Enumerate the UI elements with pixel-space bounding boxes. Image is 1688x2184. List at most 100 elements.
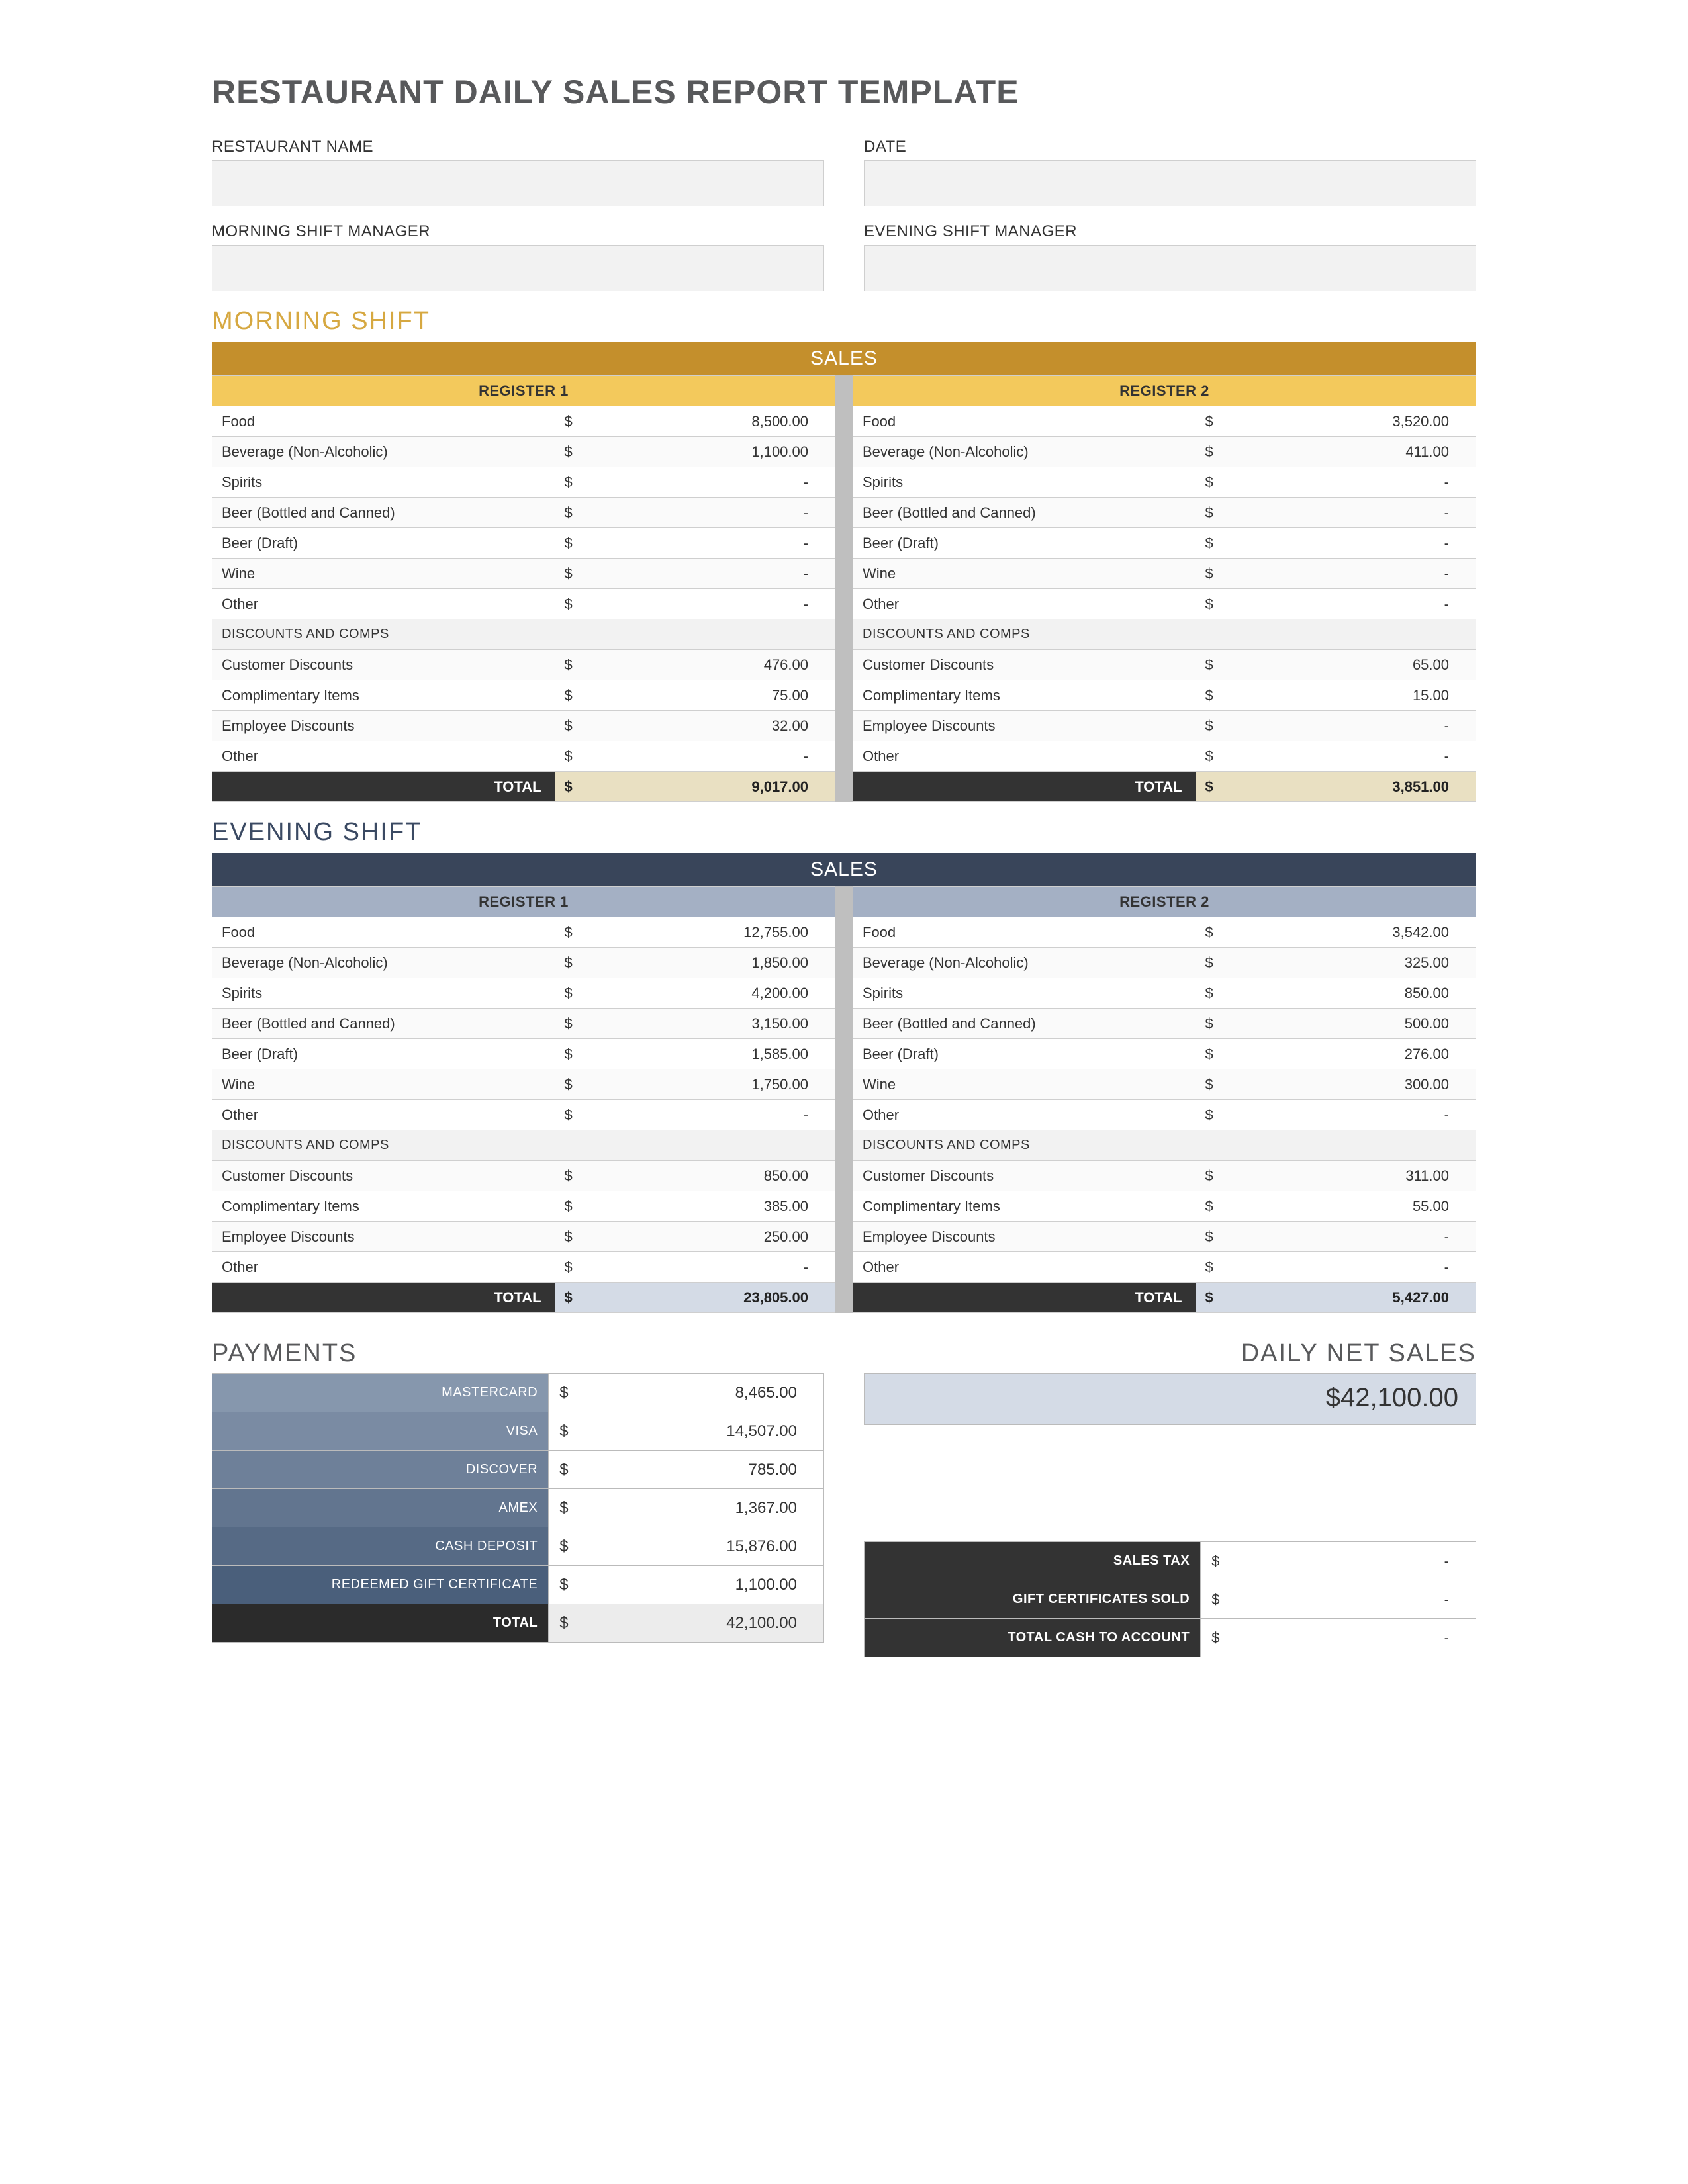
- register-gap: [835, 886, 853, 1313]
- table-row: Beer (Draft) $ -: [853, 528, 1476, 559]
- restaurant-name-label: RESTAURANT NAME: [212, 138, 824, 156]
- payment-row: DISCOVER $ 785.00: [212, 1451, 824, 1489]
- sales-category-label: Beer (Draft): [853, 528, 1196, 559]
- currency-symbol: $: [1201, 1580, 1237, 1619]
- sales-amount: 4,200.00: [592, 978, 835, 1009]
- register-total-row: TOTAL $ 9,017.00: [212, 772, 835, 802]
- sales-amount: -: [592, 1100, 835, 1130]
- currency-symbol: $: [1196, 498, 1233, 528]
- discount-category-label: Other: [853, 1252, 1196, 1283]
- evening-manager-input[interactable]: [864, 245, 1476, 291]
- payment-row: AMEX $ 1,367.00: [212, 1489, 824, 1527]
- currency-symbol: $: [1196, 948, 1233, 978]
- currency-symbol: $: [555, 917, 592, 948]
- register-total-row: TOTAL $ 5,427.00: [853, 1283, 1476, 1313]
- summary-row: TOTAL CASH TO ACCOUNT $ -: [865, 1619, 1476, 1657]
- total-label: TOTAL: [212, 1283, 555, 1313]
- sales-amount: -: [592, 498, 835, 528]
- register-total-amount: 3,851.00: [1233, 772, 1476, 802]
- register-header: REGISTER 1: [212, 376, 835, 406]
- table-row: Customer Discounts $ 476.00: [212, 650, 835, 680]
- table-row: Beverage (Non-Alcoholic) $ 1,850.00: [212, 948, 835, 978]
- payment-row: MASTERCARD $ 8,465.00: [212, 1374, 824, 1412]
- table-row: Complimentary Items $ 15.00: [853, 680, 1476, 711]
- sales-category-label: Wine: [853, 559, 1196, 589]
- header-row-1: RESTAURANT NAME DATE: [212, 138, 1476, 206]
- sales-amount: 411.00: [1233, 437, 1476, 467]
- morning-manager-input[interactable]: [212, 245, 824, 291]
- sales-amount: -: [592, 467, 835, 498]
- register-total-row: TOTAL $ 23,805.00: [212, 1283, 835, 1313]
- page-title: RESTAURANT DAILY SALES REPORT TEMPLATE: [212, 73, 1476, 111]
- discounts-heading-row: DISCOUNTS AND COMPS: [853, 1130, 1476, 1161]
- restaurant-name-input[interactable]: [212, 160, 824, 206]
- currency-symbol: $: [555, 1222, 592, 1252]
- sales-category-label: Food: [853, 917, 1196, 948]
- morning-shift-title: MORNING SHIFT: [212, 307, 1476, 336]
- register-header: REGISTER 1: [212, 887, 835, 917]
- date-input[interactable]: [864, 160, 1476, 206]
- table-row: Employee Discounts $ 32.00: [212, 711, 835, 741]
- table-row: Complimentary Items $ 55.00: [853, 1191, 1476, 1222]
- table-row: Beer (Draft) $ 276.00: [853, 1039, 1476, 1069]
- sales-amount: 325.00: [1233, 948, 1476, 978]
- discount-category-label: Employee Discounts: [212, 1222, 555, 1252]
- sales-amount: -: [1233, 528, 1476, 559]
- register-gap: [835, 375, 853, 802]
- sales-amount: 12,755.00: [592, 917, 835, 948]
- currency-symbol: $: [555, 680, 592, 711]
- table-row: Wine $ -: [853, 559, 1476, 589]
- discount-category-label: Customer Discounts: [212, 650, 555, 680]
- discount-category-label: Complimentary Items: [212, 1191, 555, 1222]
- currency-symbol: $: [555, 498, 592, 528]
- table-row: Other $ -: [212, 741, 835, 772]
- payment-label: MASTERCARD: [212, 1374, 549, 1412]
- currency-symbol: $: [555, 1009, 592, 1039]
- payment-row: CASH DEPOSIT $ 15,876.00: [212, 1527, 824, 1566]
- currency-symbol: $: [1196, 406, 1233, 437]
- summary-amount: -: [1237, 1619, 1476, 1657]
- currency-symbol: $: [555, 467, 592, 498]
- currency-symbol: $: [1196, 589, 1233, 619]
- discounts-heading-row: DISCOUNTS AND COMPS: [212, 619, 835, 650]
- discount-amount: -: [1233, 711, 1476, 741]
- sales-category-label: Food: [212, 917, 555, 948]
- discount-amount: 15.00: [1233, 680, 1476, 711]
- register-header: REGISTER 2: [853, 376, 1476, 406]
- table-row: Customer Discounts $ 311.00: [853, 1161, 1476, 1191]
- discount-amount: 32.00: [592, 711, 835, 741]
- evening-sales-block: SALES REGISTER 1 Food $ 12,755.00 Bevera…: [212, 853, 1476, 1313]
- discount-category-label: Complimentary Items: [212, 680, 555, 711]
- table-row: Other $ -: [212, 589, 835, 619]
- currency-symbol: $: [555, 406, 592, 437]
- register-1-column: REGISTER 1 Food $ 8,500.00 Beverage (Non…: [212, 375, 835, 802]
- discount-amount: 55.00: [1233, 1191, 1476, 1222]
- table-row: Spirits $ -: [212, 467, 835, 498]
- sales-amount: -: [592, 559, 835, 589]
- currency-symbol: $: [555, 948, 592, 978]
- table-row: Wine $ 1,750.00: [212, 1069, 835, 1100]
- evening-shift-title: EVENING SHIFT: [212, 818, 1476, 846]
- currency-symbol: $: [555, 711, 592, 741]
- table-row: Food $ 12,755.00: [212, 917, 835, 948]
- currency-symbol: $: [555, 1191, 592, 1222]
- currency-symbol: $: [549, 1566, 585, 1604]
- sales-category-label: Wine: [212, 1069, 555, 1100]
- sales-amount: 1,100.00: [592, 437, 835, 467]
- sales-category-label: Beer (Draft): [212, 528, 555, 559]
- currency-symbol: $: [1196, 467, 1233, 498]
- table-row: Beer (Bottled and Canned) $ 3,150.00: [212, 1009, 835, 1039]
- sales-category-label: Other: [853, 589, 1196, 619]
- sales-category-label: Food: [212, 406, 555, 437]
- payment-label: VISA: [212, 1412, 549, 1451]
- currency-symbol: $: [555, 772, 592, 802]
- currency-symbol: $: [1196, 1009, 1233, 1039]
- discount-amount: -: [1233, 741, 1476, 772]
- summary-row: GIFT CERTIFICATES SOLD $ -: [865, 1580, 1476, 1619]
- currency-symbol: $: [1196, 1191, 1233, 1222]
- payment-label: REDEEMED GIFT CERTIFICATE: [212, 1566, 549, 1604]
- discount-category-label: Employee Discounts: [853, 1222, 1196, 1252]
- total-label: TOTAL: [853, 1283, 1196, 1313]
- discount-amount: 476.00: [592, 650, 835, 680]
- sales-amount: 3,542.00: [1233, 917, 1476, 948]
